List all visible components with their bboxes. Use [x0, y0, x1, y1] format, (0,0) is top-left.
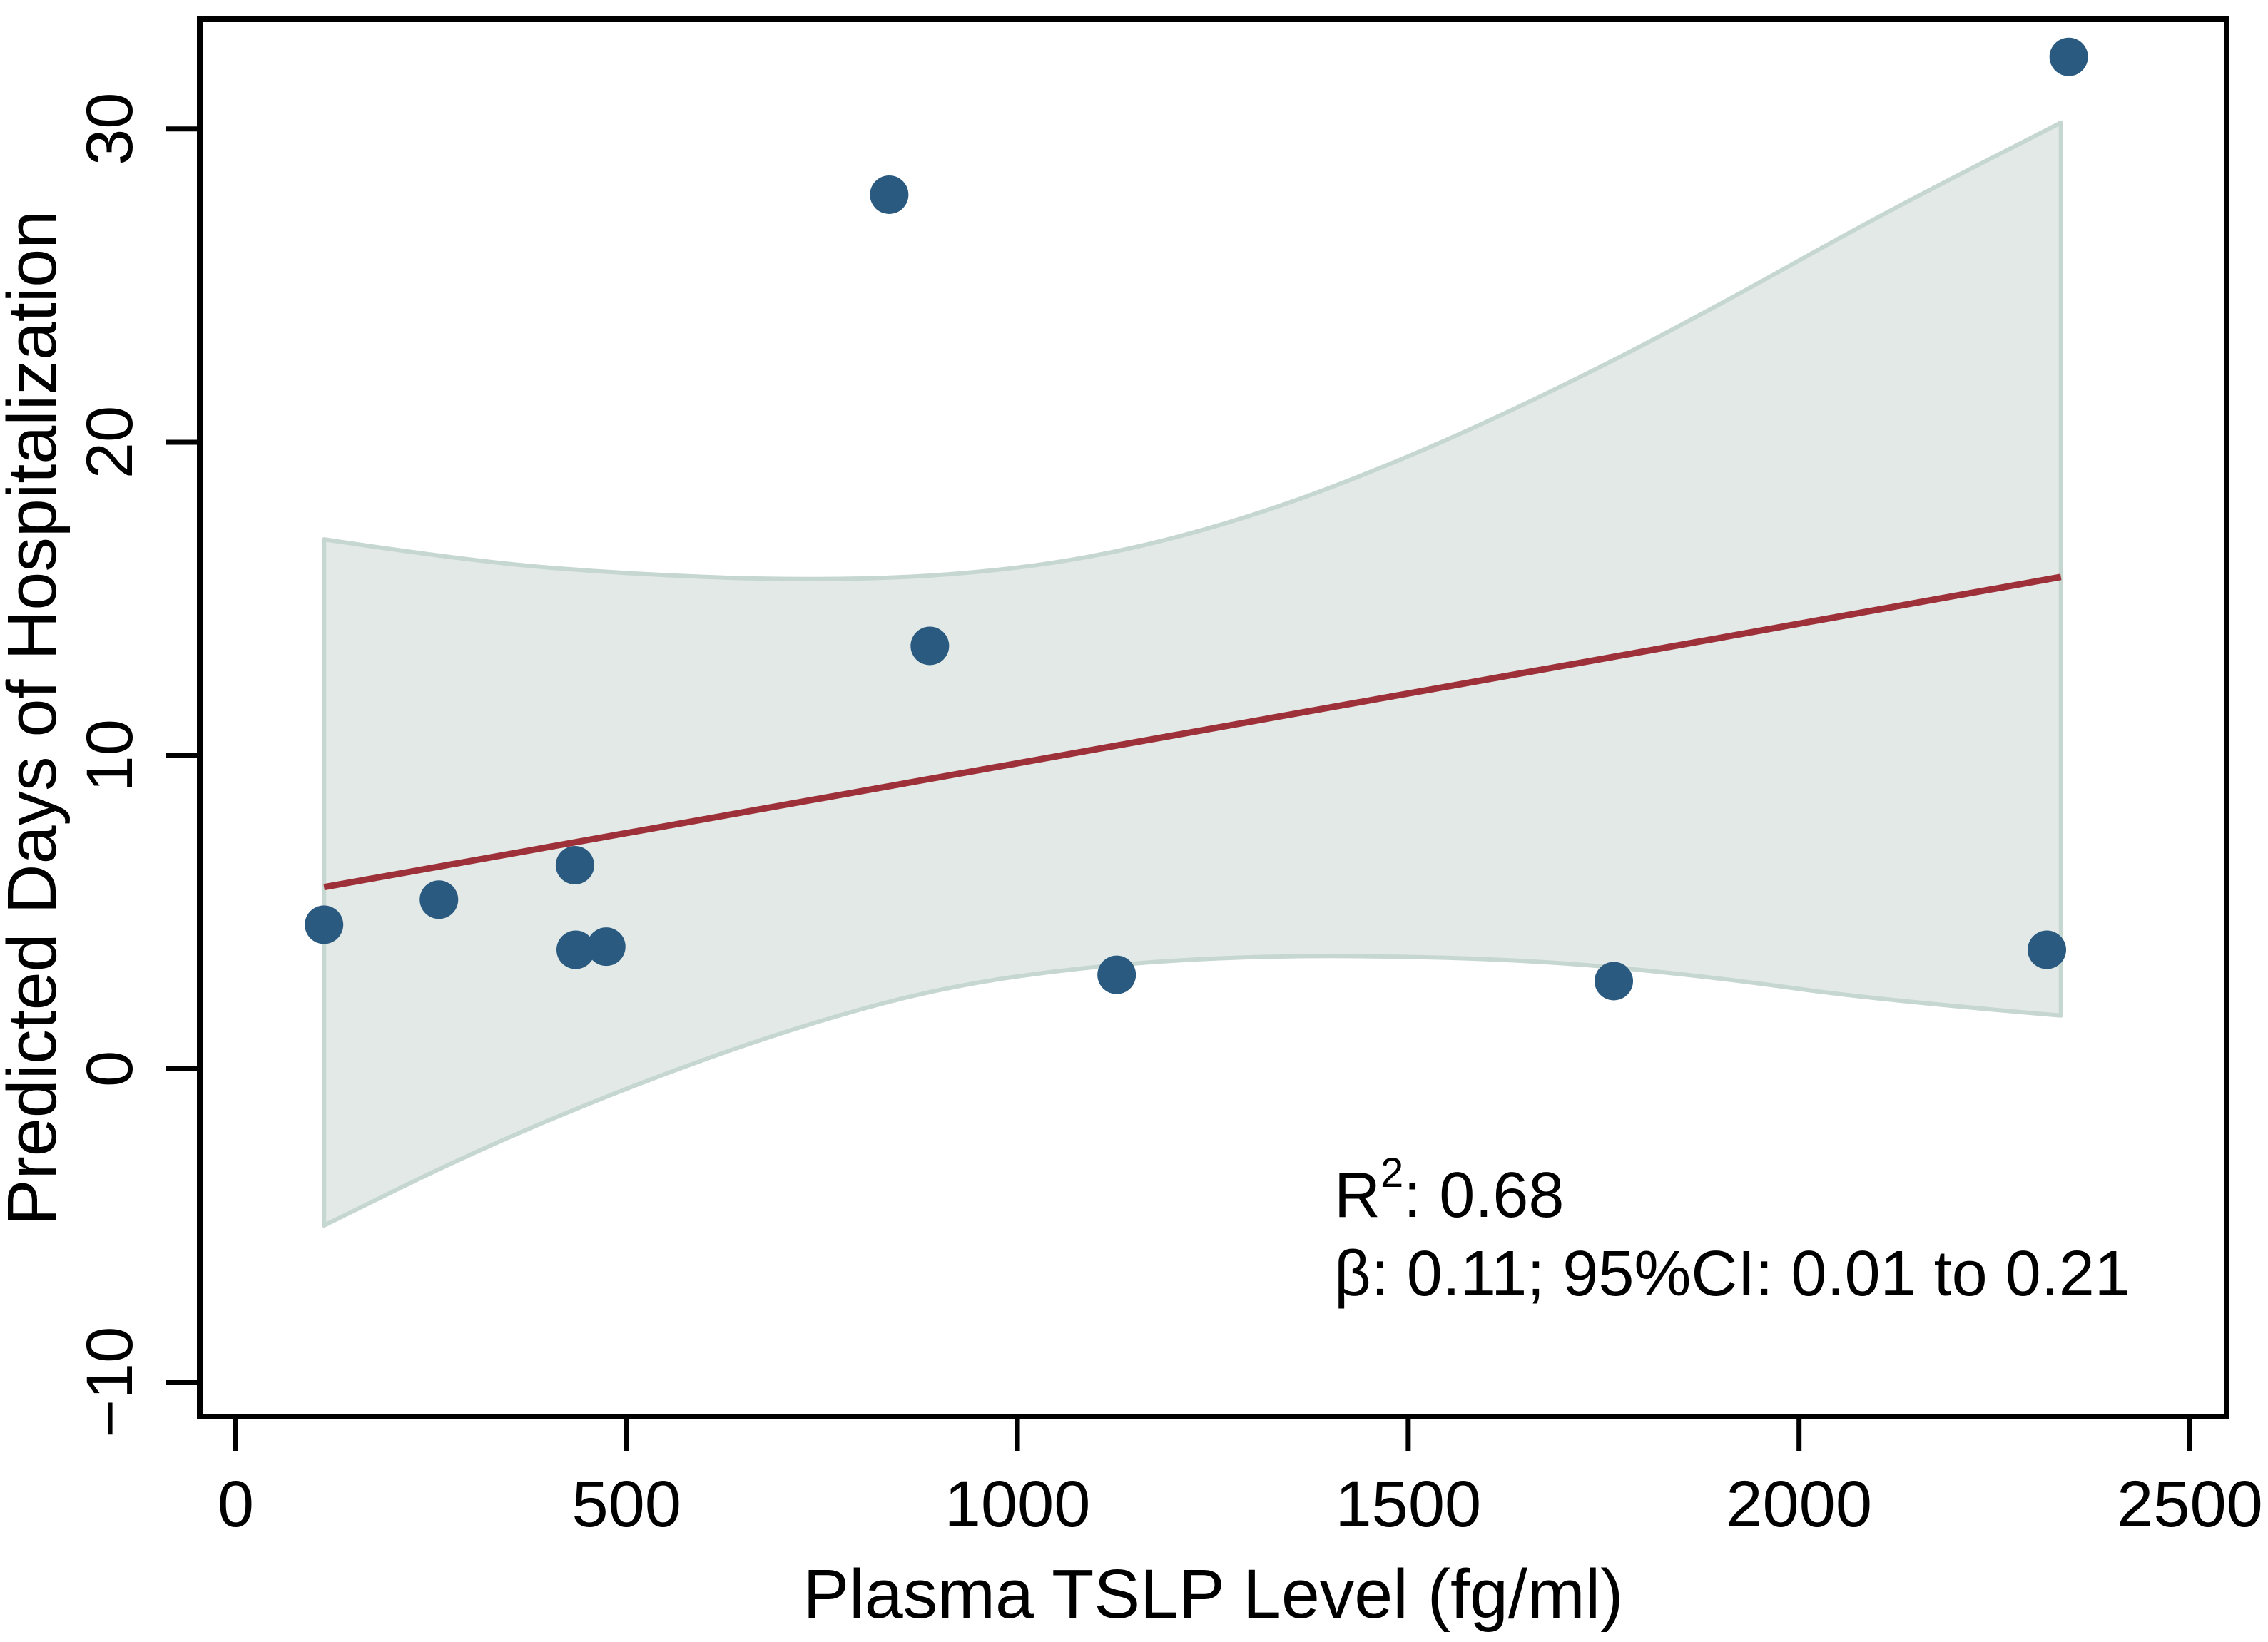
scatter-point [586, 927, 626, 967]
x-tick-label: 1000 [945, 1468, 1091, 1541]
x-tick-label: 2500 [2117, 1468, 2263, 1541]
scatter-point [1097, 955, 1136, 994]
x-axis-title: Plasma TSLP Level (fg/ml) [803, 1555, 1623, 1633]
y-tick-label: 30 [73, 93, 146, 165]
regression-line [323, 573, 2062, 891]
plot-frame [197, 16, 2229, 1419]
y-tick-label: 20 [73, 406, 146, 479]
scatter-point [2028, 930, 2067, 969]
scatter-point [2049, 37, 2088, 76]
scatter-point [555, 845, 594, 884]
scatter-point [910, 626, 950, 666]
scatter-point [1595, 962, 1634, 1001]
x-tick-label: 1500 [1336, 1468, 1482, 1541]
scatter-point [305, 905, 344, 944]
y-tick-label: −10 [73, 1327, 146, 1438]
y-tick-label: 0 [73, 1051, 146, 1087]
x-tick-label: 0 [218, 1468, 254, 1541]
scatter-point [419, 880, 459, 919]
x-tick-label: 500 [571, 1468, 681, 1541]
y-axis-title: Predicted Days of Hospitalization [0, 210, 71, 1225]
y-tick-label: 10 [73, 719, 146, 792]
scatter-point [556, 930, 596, 969]
scatter-point [870, 175, 909, 214]
x-tick-label: 2000 [1726, 1468, 1872, 1541]
confidence-band [322, 120, 2063, 1228]
annotation-beta-ci: β: 0.11; 95%CI: 0.01 to 0.21 [1334, 1238, 2130, 1310]
annotation-r-squared: R2: 0.68 [1334, 1150, 1564, 1231]
